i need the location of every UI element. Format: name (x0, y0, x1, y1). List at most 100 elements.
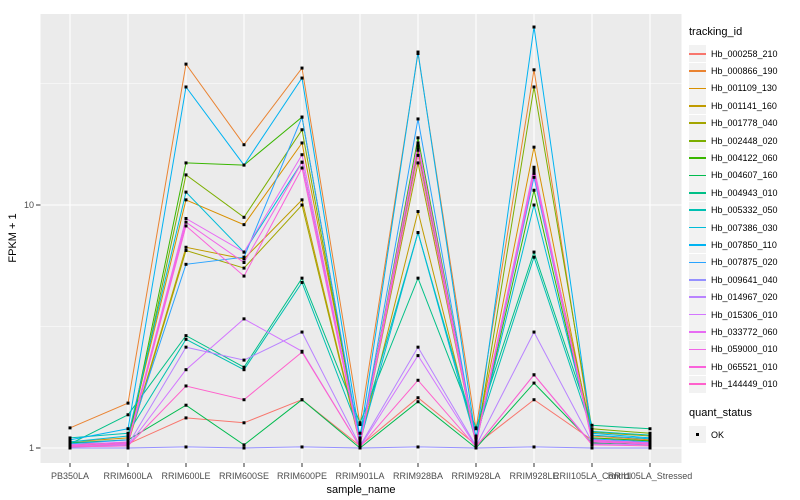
data-point (300, 141, 304, 145)
data-point (242, 317, 246, 321)
data-point (184, 161, 188, 165)
data-point (532, 167, 536, 171)
data-point (358, 431, 362, 435)
data-point (358, 421, 362, 425)
x-tick-label: RRIM600SE (219, 471, 269, 481)
data-point (532, 203, 536, 207)
data-point (590, 431, 594, 435)
data-point (590, 433, 594, 437)
data-point (242, 421, 246, 425)
data-point (416, 396, 420, 400)
data-point (416, 153, 420, 157)
data-point (184, 173, 188, 177)
data-point (416, 231, 420, 235)
data-point (126, 434, 130, 438)
data-point (532, 145, 536, 149)
x-tick-label: RRIM901LA (335, 471, 384, 481)
legend-item-label: Hb_009641_040 (711, 274, 778, 285)
data-point (126, 401, 130, 405)
legend-item-Hb_001141_160: Hb_001141_160 (689, 97, 799, 115)
legend-item-label: Hb_014967_020 (711, 292, 778, 303)
legend-item-label: Hb_059000_010 (711, 344, 778, 355)
data-point (416, 354, 420, 358)
data-point (590, 429, 594, 433)
legend-item-Hb_001778_040: Hb_001778_040 (689, 114, 799, 132)
data-point (184, 224, 188, 228)
legend-item-label: Hb_033772_060 (711, 326, 778, 337)
data-point (126, 436, 130, 440)
data-point (358, 445, 362, 449)
legend-item-label: Hb_065521_010 (711, 361, 778, 372)
data-point (416, 400, 420, 404)
legend-item-label: Hb_015306_010 (711, 309, 778, 320)
data-point (532, 175, 536, 179)
legend-item-Hb_007850_110: Hb_007850_110 (689, 236, 799, 254)
legend-item-Hb_033772_060: Hb_033772_060 (689, 323, 799, 341)
legend-title-tracking-id: tracking_id (689, 26, 743, 38)
data-point (300, 276, 304, 280)
data-point (532, 85, 536, 89)
data-point (474, 426, 478, 430)
data-point (184, 220, 188, 224)
legend-item-label: Hb_001109_130 (711, 83, 777, 94)
x-tick-label: PB350LA (51, 471, 89, 481)
legend-item-Hb_000258_210: Hb_000258_210 (689, 45, 799, 63)
data-point (416, 161, 420, 165)
data-point (184, 198, 188, 202)
data-point (126, 413, 130, 417)
legend-item-ok: OK (689, 426, 799, 443)
series-key-icon (689, 201, 706, 219)
data-point (184, 62, 188, 66)
legend-item-label: Hb_144449_010 (711, 379, 778, 390)
data-point (474, 445, 478, 449)
data-point (590, 423, 594, 427)
y-axis-title: FPKM + 1 (7, 213, 19, 262)
y-tick-label: 1 (29, 443, 34, 453)
legend-title-quant-status: quant_status (689, 406, 752, 419)
legend-item-Hb_000866_190: Hb_000866_190 (689, 62, 799, 80)
data-point (300, 203, 304, 207)
data-point (300, 280, 304, 284)
x-tick-label: RRIM600LE (161, 471, 210, 481)
legend-item-label: Hb_004943_010 (711, 187, 778, 198)
data-point (184, 416, 188, 420)
legend-item-Hb_009641_040: Hb_009641_040 (689, 271, 799, 289)
data-point (300, 115, 304, 119)
legend-item-label: Hb_007386_030 (711, 222, 778, 233)
data-point (242, 398, 246, 402)
data-point (358, 438, 362, 442)
data-point (126, 446, 130, 450)
data-point (126, 431, 130, 435)
data-point (242, 215, 246, 219)
data-point (300, 128, 304, 132)
legend-item-label: OK (711, 429, 725, 440)
series-key-icon (689, 79, 706, 97)
x-tick-label: RRIM600LA (103, 471, 152, 481)
data-point (68, 438, 72, 442)
legend-item-label: Hb_000258_210 (711, 48, 778, 59)
data-point (126, 444, 130, 448)
data-point (242, 446, 246, 450)
data-point (532, 330, 536, 334)
series-key-icon (689, 288, 706, 306)
data-point (184, 245, 188, 249)
data-point (358, 443, 362, 447)
legend-item-Hb_015306_010: Hb_015306_010 (689, 306, 799, 324)
data-point (416, 136, 420, 140)
data-point (416, 117, 420, 121)
data-point (184, 216, 188, 220)
legend-item-Hb_007386_030: Hb_007386_030 (689, 219, 799, 237)
data-point (126, 438, 130, 442)
series-key-icon (689, 132, 706, 150)
data-point (300, 153, 304, 157)
data-point (242, 266, 246, 270)
data-point (300, 350, 304, 354)
legend-item-label: Hb_004122_060 (711, 153, 778, 164)
legend-item-Hb_002448_020: Hb_002448_020 (689, 132, 799, 150)
data-point (532, 165, 536, 169)
data-point (532, 250, 536, 254)
data-point (242, 274, 246, 278)
data-point (242, 257, 246, 261)
